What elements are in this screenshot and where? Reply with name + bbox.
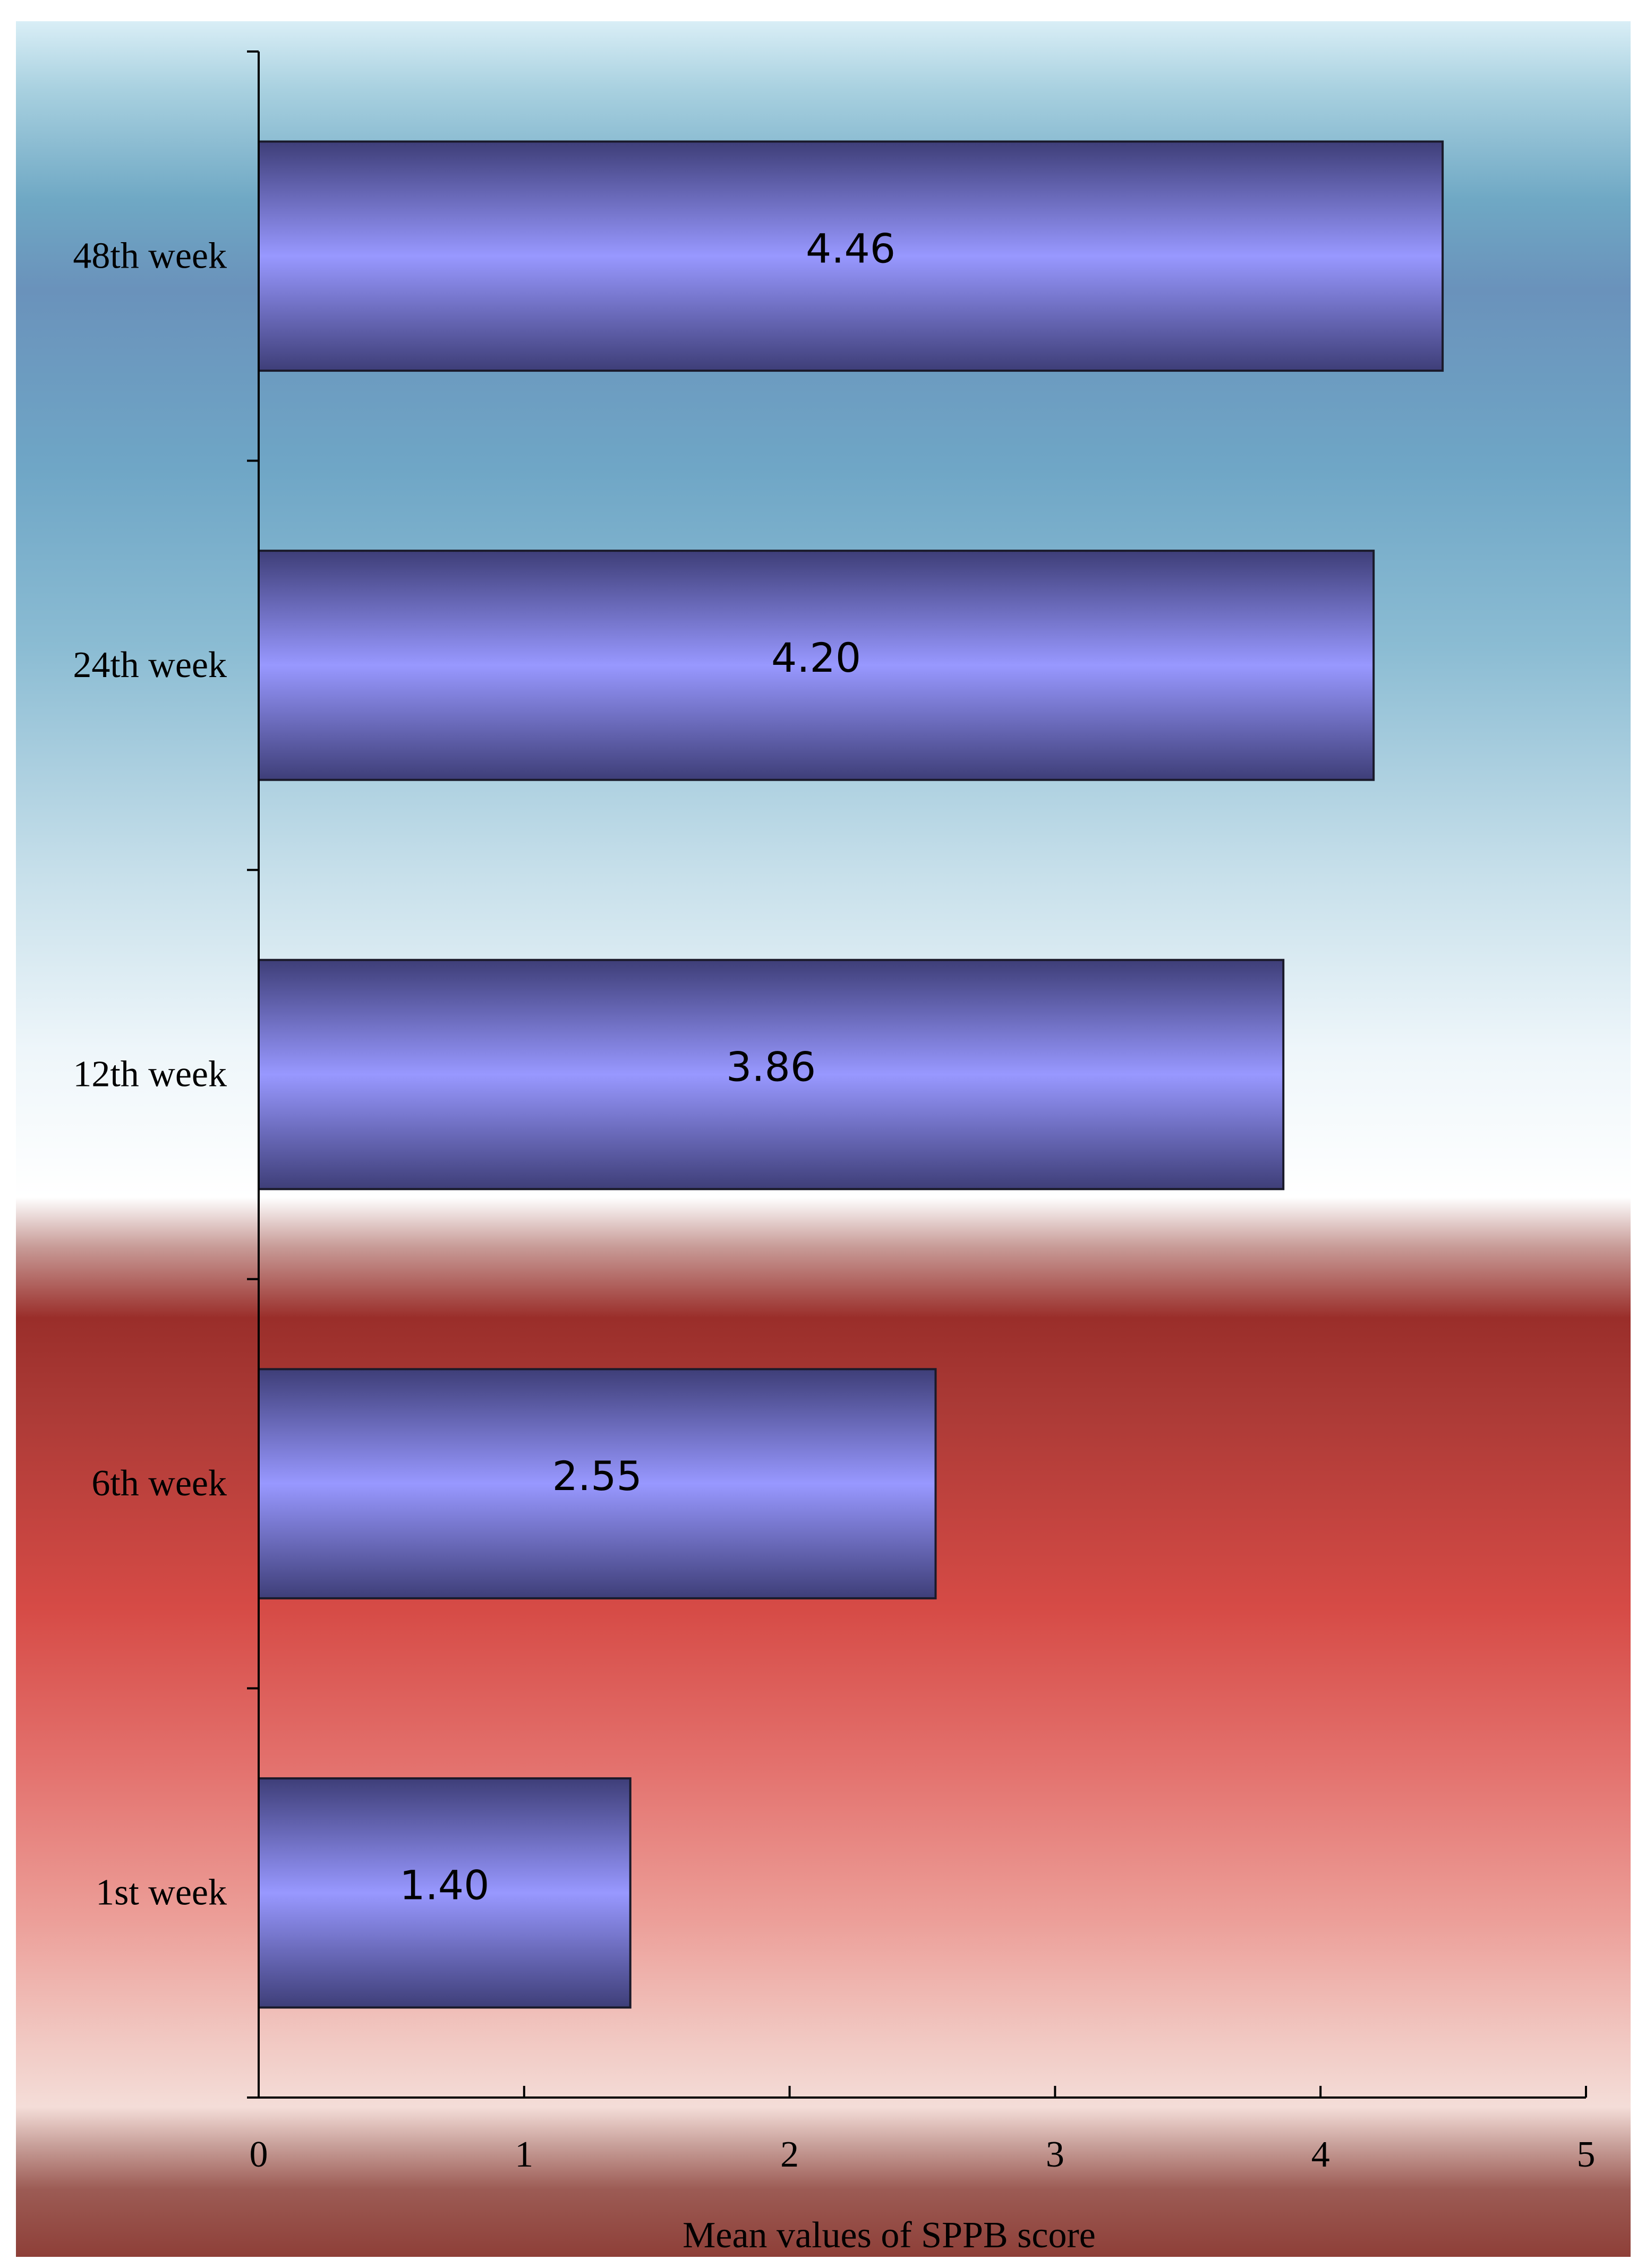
- data-label: 2.55: [552, 1452, 642, 1500]
- category-label: 24th week: [73, 645, 227, 686]
- data-label: 4.20: [771, 634, 861, 681]
- category-label: 48th week: [73, 235, 227, 276]
- bar: [258, 550, 1375, 781]
- category-label: 6th week: [91, 1463, 227, 1504]
- data-label: 4.46: [806, 225, 896, 272]
- x-tick-label: 1: [515, 2134, 533, 2175]
- bar: [258, 958, 1285, 1191]
- x-tick-label: 3: [1046, 2134, 1064, 2175]
- x-tick-label: 5: [1577, 2134, 1596, 2175]
- bar: [258, 140, 1444, 372]
- x-axis-ticks: 0 1 2 3 4 5: [250, 2086, 1596, 2175]
- bar: [258, 1368, 937, 1599]
- category-label: 12th week: [73, 1054, 227, 1095]
- bars-layer: [258, 140, 1444, 2009]
- x-tick-label: 4: [1311, 2134, 1330, 2175]
- bar: [258, 1777, 632, 2009]
- x-tick-label: 0: [250, 2134, 268, 2175]
- category-labels: 1st week 6th week 12th week 24th week 48th w…: [73, 235, 227, 1913]
- data-labels-layer: 1.40 2.55 3.86 4.20 4.46: [399, 225, 896, 1908]
- category-label: 1st week: [96, 1872, 227, 1913]
- y-axis-ticks: [247, 50, 259, 2099]
- axes: [258, 52, 1586, 2099]
- x-tick-label: 2: [780, 2134, 799, 2175]
- x-axis-title: Mean values of SPPB score: [683, 2215, 1096, 2256]
- data-label: 1.40: [399, 1862, 489, 1909]
- data-label: 3.86: [726, 1043, 816, 1091]
